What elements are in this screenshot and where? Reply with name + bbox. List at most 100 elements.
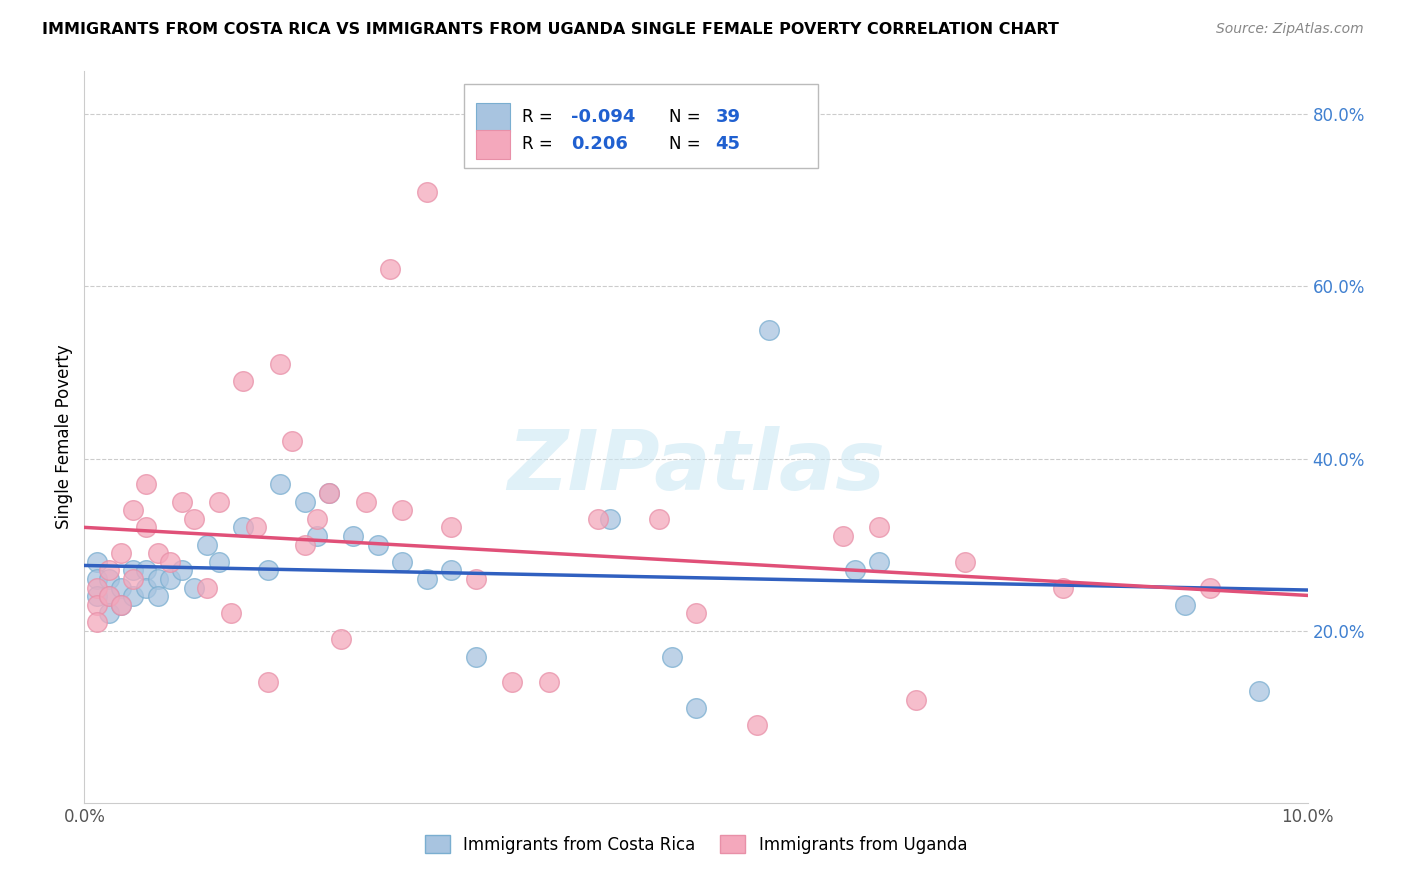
Point <box>110 581 132 595</box>
Point <box>294 494 316 508</box>
Point <box>685 701 707 715</box>
Point <box>97 572 120 586</box>
Point <box>269 477 291 491</box>
Point <box>747 718 769 732</box>
Point <box>245 520 267 534</box>
Point <box>159 555 181 569</box>
Legend: Immigrants from Costa Rica, Immigrants from Uganda: Immigrants from Costa Rica, Immigrants f… <box>418 829 974 860</box>
Point <box>1198 581 1220 595</box>
Point <box>135 477 157 491</box>
Point <box>305 529 328 543</box>
FancyBboxPatch shape <box>464 84 818 168</box>
Point <box>232 374 254 388</box>
Point <box>661 649 683 664</box>
Point <box>869 520 891 534</box>
FancyBboxPatch shape <box>475 129 510 159</box>
Point <box>586 512 609 526</box>
Text: Source: ZipAtlas.com: Source: ZipAtlas.com <box>1216 22 1364 37</box>
Point <box>342 529 364 543</box>
Point <box>269 357 291 371</box>
Point <box>869 555 891 569</box>
Point <box>416 185 439 199</box>
Point <box>172 494 194 508</box>
Point <box>122 572 145 586</box>
Text: ZIPatlas: ZIPatlas <box>508 425 884 507</box>
Point <box>97 589 120 603</box>
Point <box>380 262 402 277</box>
Point <box>219 607 242 621</box>
Point <box>195 581 218 595</box>
Point <box>110 546 132 560</box>
Point <box>440 520 463 534</box>
Text: -0.094: -0.094 <box>571 109 636 127</box>
Point <box>416 572 439 586</box>
Point <box>953 555 976 569</box>
Text: N =: N = <box>669 136 706 153</box>
Point <box>391 555 413 569</box>
Point <box>86 589 108 603</box>
Point <box>146 589 169 603</box>
Point <box>97 564 120 578</box>
Point <box>183 512 205 526</box>
Text: 39: 39 <box>716 109 741 127</box>
Point <box>159 572 181 586</box>
Point <box>146 546 169 560</box>
Point <box>330 632 353 647</box>
Text: R =: R = <box>522 136 564 153</box>
Y-axis label: Single Female Poverty: Single Female Poverty <box>55 345 73 529</box>
Text: 0.206: 0.206 <box>571 136 628 153</box>
Point <box>195 538 218 552</box>
Point <box>257 564 280 578</box>
Point <box>464 572 486 586</box>
Point <box>86 572 108 586</box>
Point <box>281 434 304 449</box>
Point <box>110 598 132 612</box>
Point <box>538 675 561 690</box>
Point <box>844 564 866 578</box>
Point <box>1174 598 1197 612</box>
Text: IMMIGRANTS FROM COSTA RICA VS IMMIGRANTS FROM UGANDA SINGLE FEMALE POVERTY CORRE: IMMIGRANTS FROM COSTA RICA VS IMMIGRANTS… <box>42 22 1059 37</box>
Point <box>135 581 157 595</box>
Point <box>1052 581 1074 595</box>
Point <box>758 322 780 336</box>
Point <box>464 649 486 664</box>
Point <box>257 675 280 690</box>
Point <box>831 529 853 543</box>
Point <box>122 564 145 578</box>
Text: N =: N = <box>669 109 706 127</box>
Point <box>232 520 254 534</box>
Point <box>440 564 463 578</box>
Point <box>367 538 389 552</box>
FancyBboxPatch shape <box>475 103 510 132</box>
Point <box>502 675 524 690</box>
Point <box>305 512 328 526</box>
Text: 45: 45 <box>716 136 741 153</box>
Point <box>183 581 205 595</box>
Point <box>135 520 157 534</box>
Point <box>208 555 231 569</box>
Point <box>208 494 231 508</box>
Point <box>354 494 377 508</box>
Point <box>97 589 120 603</box>
Point <box>146 572 169 586</box>
Point <box>86 598 108 612</box>
Point <box>110 598 132 612</box>
Point <box>172 564 194 578</box>
Point <box>648 512 671 526</box>
Point <box>391 503 413 517</box>
Point <box>905 692 928 706</box>
Point <box>294 538 316 552</box>
Point <box>86 581 108 595</box>
Point <box>86 615 108 629</box>
Text: R =: R = <box>522 109 558 127</box>
Point <box>86 555 108 569</box>
Point <box>599 512 621 526</box>
Point <box>122 503 145 517</box>
Point <box>318 486 340 500</box>
Point <box>685 607 707 621</box>
Point <box>135 564 157 578</box>
Point <box>1247 684 1270 698</box>
Point <box>318 486 340 500</box>
Point <box>97 607 120 621</box>
Point <box>122 589 145 603</box>
